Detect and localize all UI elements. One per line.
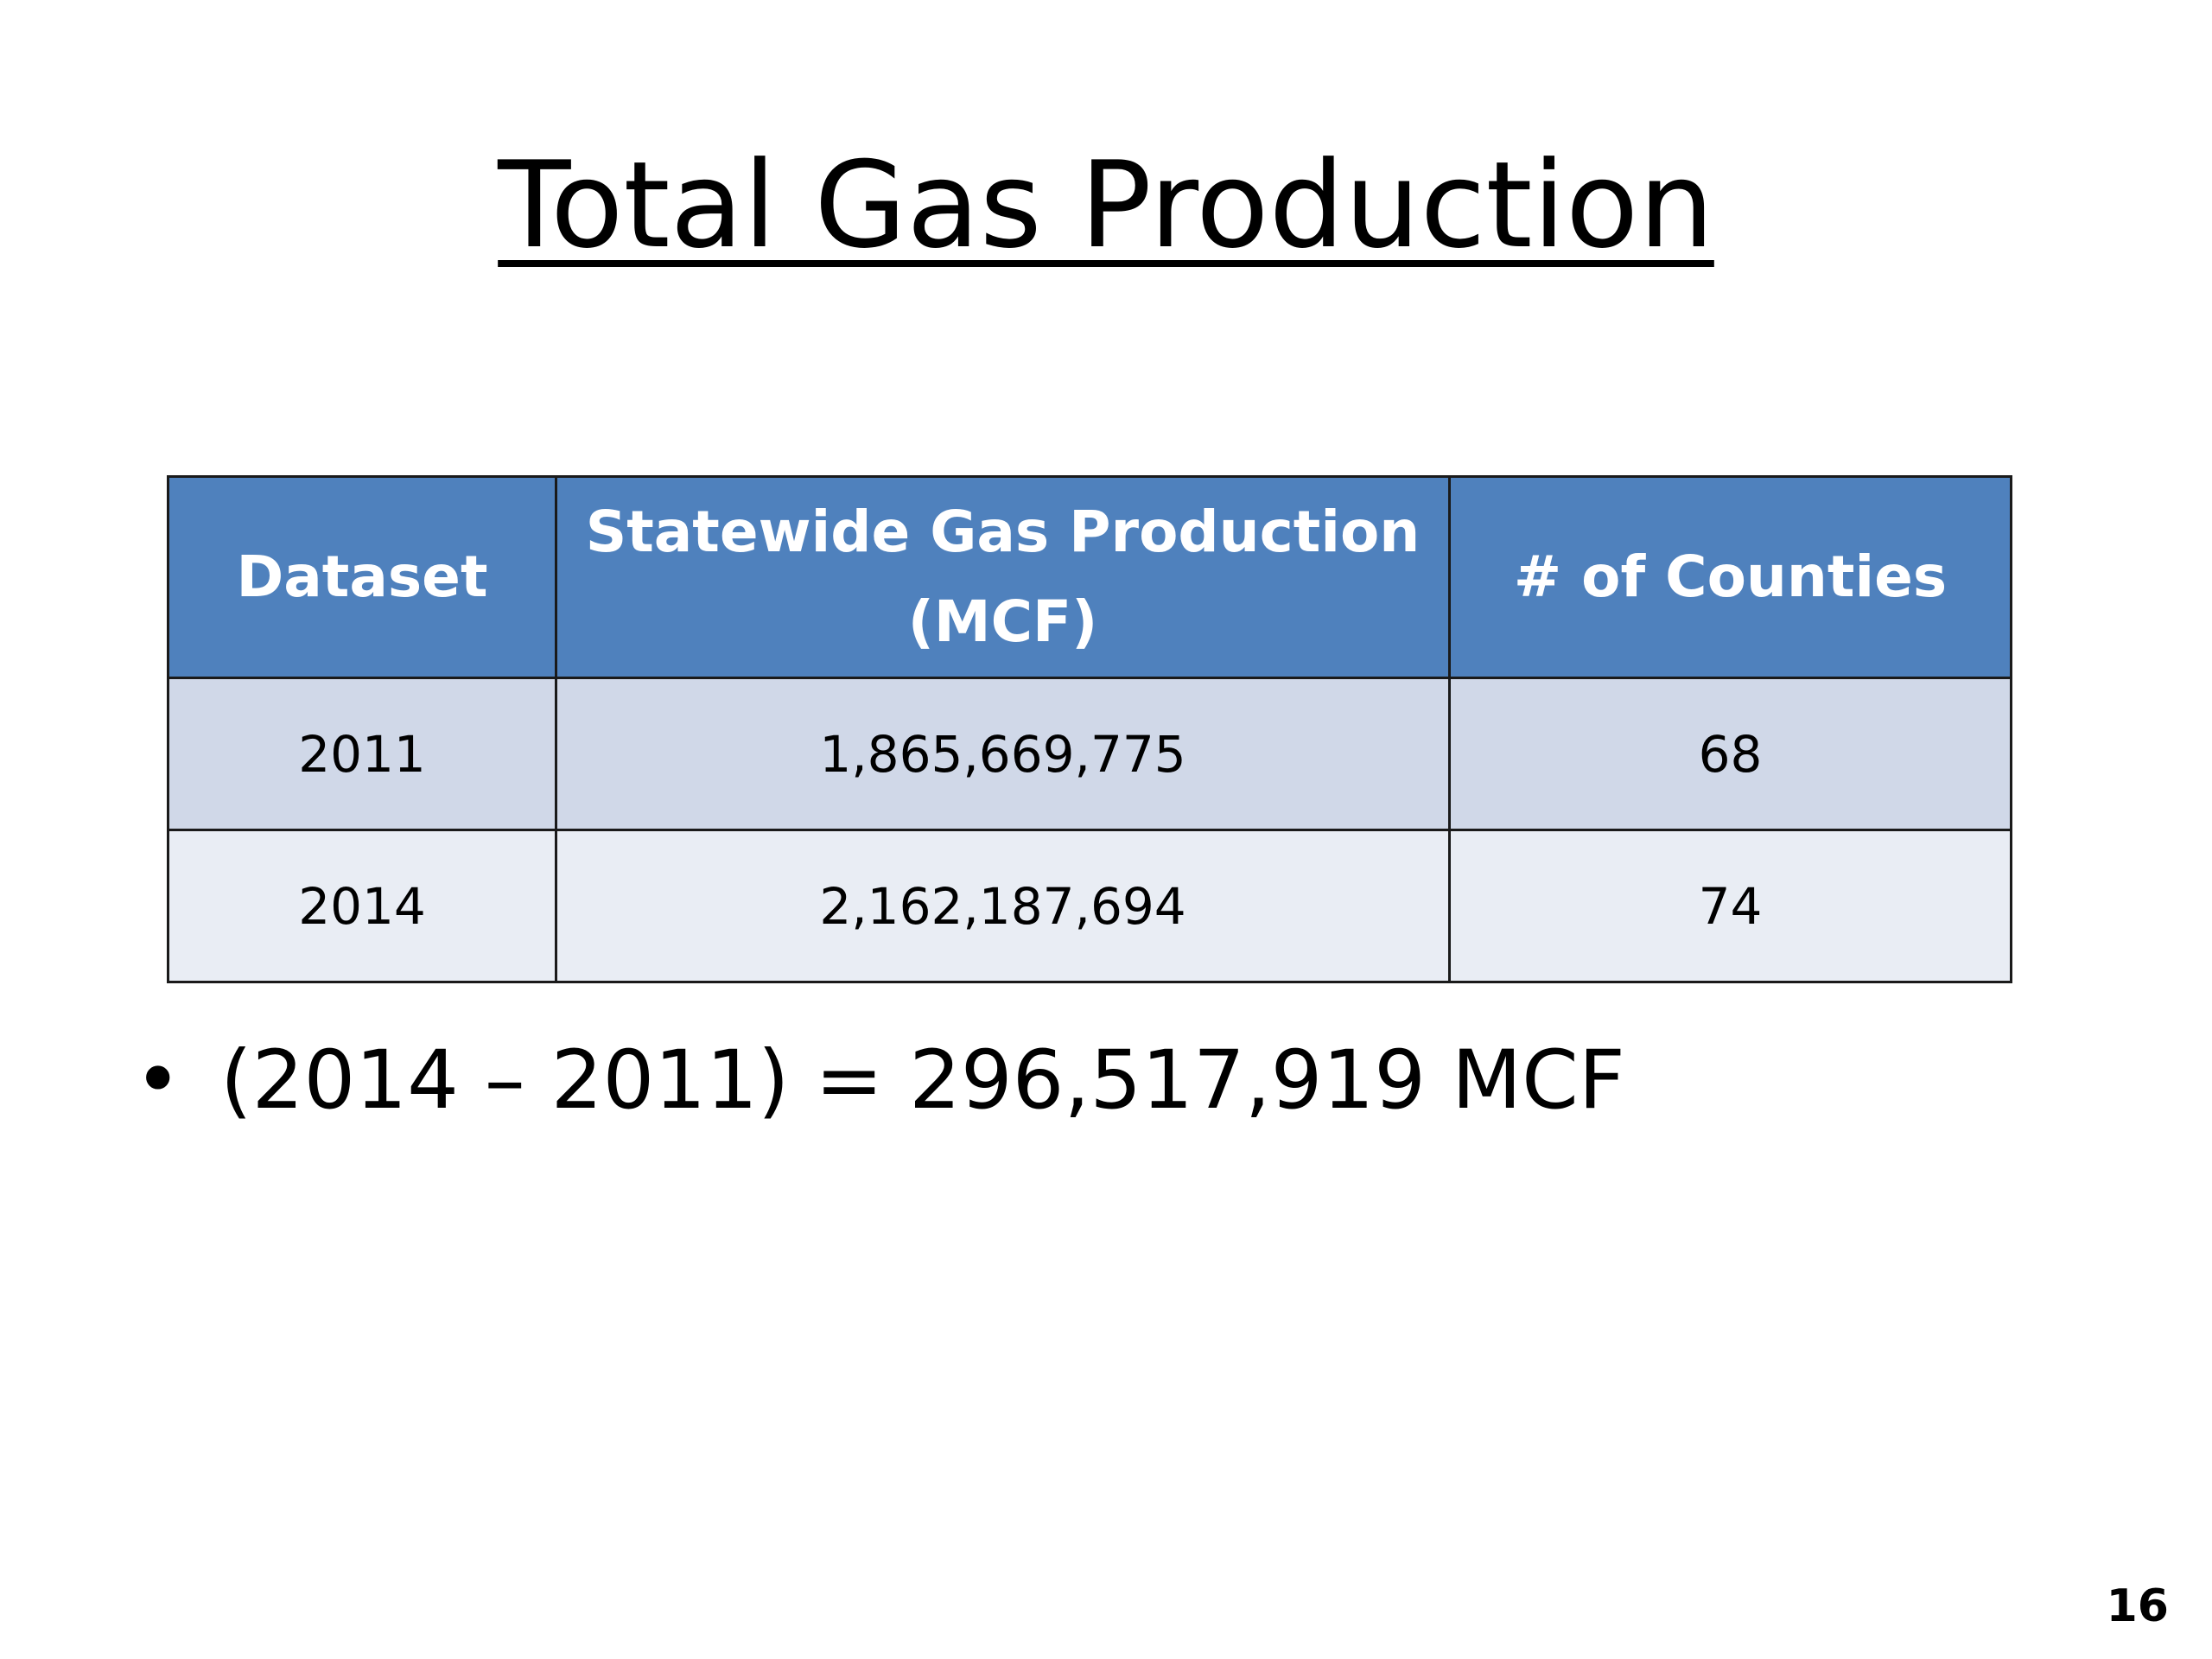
cell-gas-production: 1,865,669,775 bbox=[555, 677, 1451, 831]
bullet-item: • (2014 – 2011) = 296,517,919 MCF bbox=[134, 1033, 1625, 1130]
table-header-row: Dataset Statewide Gas Production (MCF) #… bbox=[167, 475, 2012, 679]
table-row: 2011 1,865,669,775 68 bbox=[167, 677, 2012, 831]
gas-production-table: Dataset Statewide Gas Production (MCF) #… bbox=[167, 475, 2012, 983]
table-row: 2014 2,162,187,694 74 bbox=[167, 829, 2012, 983]
page-number: 16 bbox=[2106, 1580, 2169, 1632]
bullet-text: (2014 – 2011) = 296,517,919 MCF bbox=[220, 1033, 1625, 1128]
slide-title: Total Gas Production bbox=[0, 134, 2212, 277]
header-dataset: Dataset bbox=[167, 475, 557, 679]
cell-county-count: 68 bbox=[1448, 677, 2012, 831]
bullet-marker: • bbox=[134, 1033, 182, 1128]
cell-dataset: 2011 bbox=[167, 677, 557, 831]
cell-gas-production: 2,162,187,694 bbox=[555, 829, 1451, 983]
header-statewide-gas-production: Statewide Gas Production (MCF) bbox=[555, 475, 1451, 679]
cell-dataset: 2014 bbox=[167, 829, 557, 983]
slide-title-text: Total Gas Production bbox=[498, 136, 1714, 275]
cell-county-count: 74 bbox=[1448, 829, 2012, 983]
header-number-of-counties: # of Counties bbox=[1448, 475, 2012, 679]
